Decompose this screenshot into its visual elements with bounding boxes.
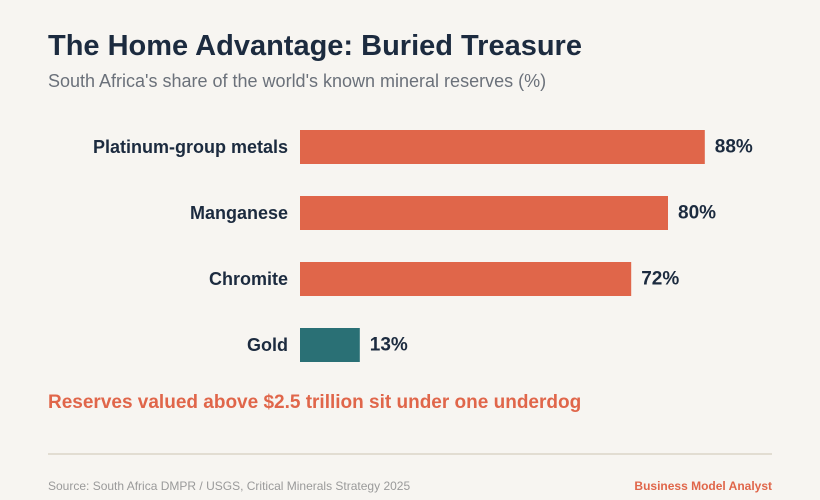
category-label: Platinum-group metals [93,137,288,157]
chart-subtitle: South Africa's share of the world's know… [48,71,547,91]
callout-text: Reserves valued above $2.5 trillion sit … [48,392,582,413]
footer-divider [48,453,772,455]
value-label: 13% [370,335,408,356]
category-label: Gold [247,335,288,355]
chart-title: The Home Advantage: Buried Treasure [48,30,582,62]
value-label: 80% [678,203,716,224]
bar-chart: Platinum-group metals 88% Manganese 80% Chro… [93,130,753,362]
brand-label: Business Model Analyst [634,479,772,493]
bar [300,262,632,296]
value-label: 88% [715,137,753,158]
bar [300,130,705,164]
category-label: Manganese [190,203,288,223]
bar [300,196,668,230]
bar [300,328,360,362]
source-note: Source: South Africa DMPR / USGS, Critic… [48,479,411,493]
value-label: 72% [641,269,679,290]
category-label: Chromite [209,269,288,289]
